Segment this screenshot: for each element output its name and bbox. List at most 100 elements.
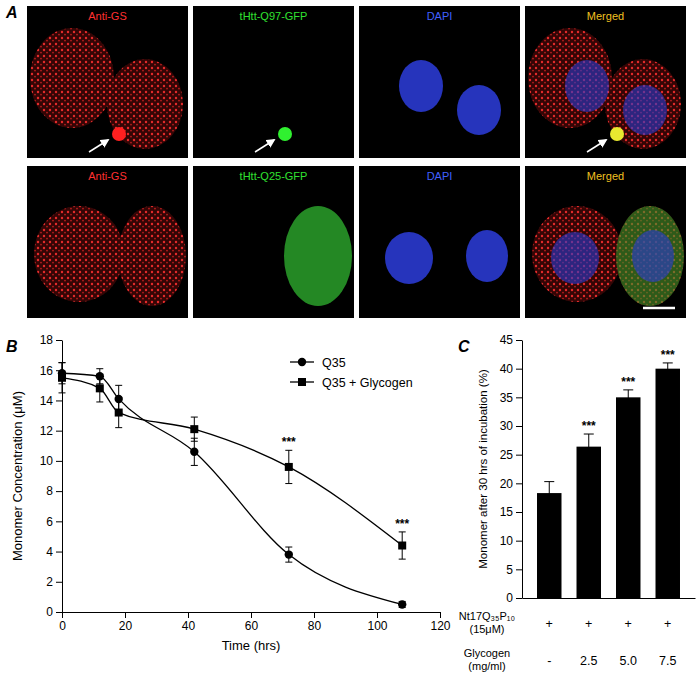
tick-label: 0 bbox=[46, 605, 53, 619]
row-label: (mg/ml) bbox=[468, 660, 505, 672]
error-bar bbox=[115, 397, 122, 427]
marker bbox=[115, 409, 123, 417]
series-line bbox=[62, 373, 402, 604]
image-background bbox=[359, 166, 520, 318]
nucleus bbox=[466, 230, 508, 282]
arrow bbox=[255, 140, 274, 152]
row-label: Glycogen bbox=[464, 647, 510, 659]
tick: 20 bbox=[500, 477, 522, 491]
cell-stain bbox=[532, 206, 622, 302]
tick-mark bbox=[56, 431, 62, 432]
significance: *** bbox=[621, 375, 635, 389]
table-cell: 7.5 bbox=[659, 654, 676, 668]
error-bar bbox=[663, 363, 673, 374]
marker bbox=[285, 550, 293, 558]
nucleus bbox=[623, 85, 667, 135]
significance: *** bbox=[282, 435, 296, 449]
error-cap bbox=[59, 362, 66, 363]
tick-mark bbox=[314, 612, 315, 618]
tick-mark bbox=[377, 612, 378, 618]
nucleus bbox=[565, 60, 609, 112]
error-bar bbox=[623, 390, 633, 405]
image-background bbox=[193, 166, 354, 318]
tick-mark bbox=[516, 397, 522, 398]
row-label: Nt17Q₃₅P₁₀ bbox=[459, 610, 515, 622]
figure: AAnti-GStHtt-Q97-GFPDAPIMergedAnti-GStHt… bbox=[0, 0, 700, 681]
channel-label: tHtt-Q97-GFP bbox=[240, 10, 308, 22]
tick-label: 35 bbox=[500, 391, 514, 405]
tick: 20 bbox=[119, 612, 133, 633]
tick-label: 45 bbox=[500, 333, 514, 347]
table-cell: + bbox=[546, 617, 553, 631]
scale-bar bbox=[643, 307, 675, 310]
axis-title: Time (hrs) bbox=[222, 638, 281, 653]
tick-mark bbox=[516, 483, 522, 484]
micrograph bbox=[525, 166, 686, 318]
tick: 2 bbox=[46, 575, 62, 589]
tick-label: 12 bbox=[40, 424, 54, 438]
micrograph bbox=[27, 6, 188, 158]
error-cap bbox=[96, 368, 103, 369]
nucleus bbox=[632, 230, 674, 282]
cell-stain bbox=[107, 59, 183, 149]
image-background bbox=[193, 6, 354, 158]
tick-label: 2 bbox=[46, 575, 53, 589]
tick-label: 40 bbox=[182, 619, 196, 633]
arrow bbox=[89, 140, 108, 152]
tick-mark bbox=[56, 552, 62, 553]
tick-label: 10 bbox=[500, 534, 514, 548]
table-cell: + bbox=[585, 617, 592, 631]
tick-label: 0 bbox=[506, 591, 513, 605]
error-bar bbox=[59, 363, 66, 393]
tick-label: 6 bbox=[46, 515, 53, 529]
error-cap bbox=[663, 362, 673, 363]
error-cap bbox=[544, 481, 554, 482]
channel-label: Merged bbox=[587, 10, 624, 22]
bar bbox=[656, 369, 680, 598]
tick-mark bbox=[516, 598, 522, 599]
legend-label: Q35 + Glycogen bbox=[322, 376, 413, 390]
channel-label: Merged bbox=[587, 170, 624, 182]
axis-line bbox=[522, 341, 523, 599]
marker bbox=[398, 600, 406, 608]
error-cap bbox=[115, 427, 122, 428]
tick: 60 bbox=[245, 612, 259, 633]
channel-label: Anti-GS bbox=[88, 170, 127, 182]
tick-label: 16 bbox=[40, 364, 54, 378]
micrograph bbox=[193, 166, 354, 318]
tick-label: 60 bbox=[245, 619, 259, 633]
error-cap bbox=[115, 385, 122, 386]
tick: 15 bbox=[500, 505, 522, 519]
tick: 45 bbox=[500, 333, 522, 347]
nucleus bbox=[385, 232, 433, 284]
tick-mark bbox=[251, 612, 252, 618]
legend-marker bbox=[298, 378, 306, 386]
image-background bbox=[27, 166, 188, 318]
nucleus bbox=[551, 232, 599, 284]
aggregate bbox=[278, 127, 292, 141]
panel-label: A bbox=[5, 4, 18, 21]
tick-label: 15 bbox=[500, 505, 514, 519]
cell-stain bbox=[605, 59, 681, 149]
legend: Q35Q35 + Glycogen bbox=[290, 356, 413, 390]
cell-stain bbox=[34, 206, 124, 302]
nucleus bbox=[399, 60, 443, 112]
marker bbox=[58, 374, 66, 382]
tick-mark bbox=[516, 369, 522, 370]
error-bar bbox=[584, 434, 594, 459]
tick-label: 20 bbox=[119, 619, 133, 633]
bar bbox=[537, 493, 561, 598]
significance: *** bbox=[582, 419, 596, 433]
error-cap bbox=[96, 374, 103, 375]
tick-mark bbox=[56, 612, 62, 613]
bar bbox=[577, 447, 601, 598]
error-bar bbox=[285, 547, 292, 562]
tick-mark bbox=[56, 491, 62, 492]
error-cap bbox=[59, 362, 66, 363]
aggregate bbox=[610, 127, 624, 141]
tick: 100 bbox=[367, 612, 387, 633]
marker bbox=[190, 425, 198, 433]
table-cell: - bbox=[547, 654, 551, 668]
axis-title: Monomer Concentration (μM) bbox=[10, 391, 25, 561]
micrograph bbox=[27, 166, 188, 318]
